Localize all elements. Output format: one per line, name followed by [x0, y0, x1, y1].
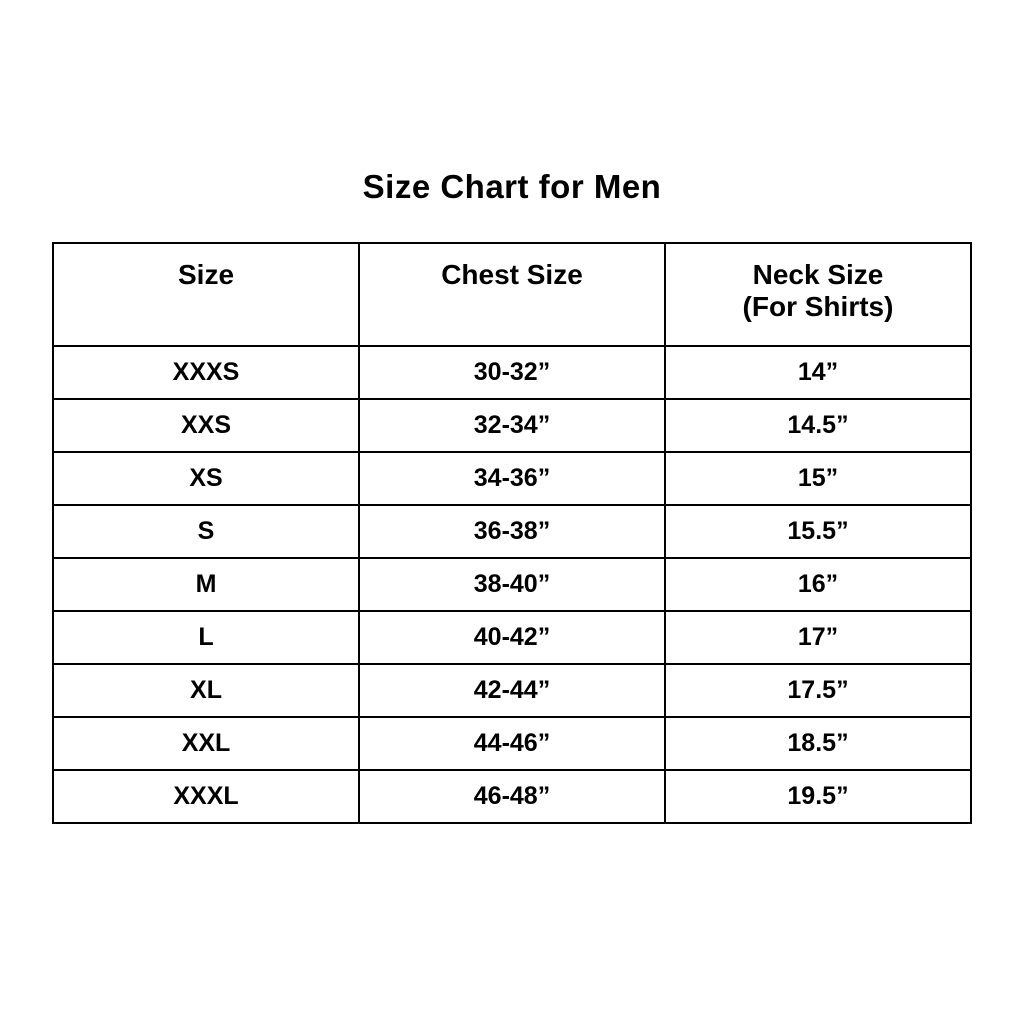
table-row: XL 42-44” 17.5”	[52, 663, 972, 718]
table-row: XXL 44-46” 18.5”	[52, 716, 972, 771]
size-cell: XXS	[52, 398, 360, 453]
table-row: M 38-40” 16”	[52, 557, 972, 612]
neck-cell: 15.5”	[664, 504, 972, 559]
size-cell: XXXS	[52, 345, 360, 400]
size-chart-table: Size Chest Size Neck Size (For Shirts) X…	[52, 242, 972, 824]
neck-cell: 15”	[664, 451, 972, 506]
chest-cell: 40-42”	[358, 610, 666, 665]
table-row: XXXS 30-32” 14”	[52, 345, 972, 400]
neck-cell: 14.5”	[664, 398, 972, 453]
chest-cell: 34-36”	[358, 451, 666, 506]
neck-cell: 19.5”	[664, 769, 972, 824]
column-header-chest-label: Chest Size	[441, 259, 583, 290]
column-header-chest: Chest Size	[358, 242, 666, 347]
column-header-size-label: Size	[177, 259, 235, 290]
size-cell: XS	[52, 451, 360, 506]
size-cell: XXL	[52, 716, 360, 771]
column-header-size: Size	[52, 242, 360, 347]
chest-cell: 30-32”	[358, 345, 666, 400]
table-row: XS 34-36” 15”	[52, 451, 972, 506]
neck-cell: 16”	[664, 557, 972, 612]
page-title: Size Chart for Men	[362, 168, 662, 205]
table-row: S 36-38” 15.5”	[52, 504, 972, 559]
table-row: L 40-42” 17”	[52, 610, 972, 665]
neck-cell: 18.5”	[664, 716, 972, 771]
column-header-neck-sublabel: (For Shirts)	[742, 291, 894, 323]
chest-cell: 36-38”	[358, 504, 666, 559]
header-row: Size Chest Size Neck Size (For Shirts)	[52, 242, 972, 347]
size-cell: L	[52, 610, 360, 665]
chest-cell: 38-40”	[358, 557, 666, 612]
column-header-neck-label: Neck Size	[752, 259, 884, 290]
neck-cell: 17”	[664, 610, 972, 665]
neck-cell: 17.5”	[664, 663, 972, 718]
size-cell: XL	[52, 663, 360, 718]
size-cell: S	[52, 504, 360, 559]
chest-cell: 32-34”	[358, 398, 666, 453]
size-cell: XXXL	[52, 769, 360, 824]
neck-cell: 14”	[664, 345, 972, 400]
table-row: XXXL 46-48” 19.5”	[52, 769, 972, 824]
table-row: XXS 32-34” 14.5”	[52, 398, 972, 453]
column-header-neck: Neck Size (For Shirts)	[664, 242, 972, 347]
size-cell: M	[52, 557, 360, 612]
chest-cell: 42-44”	[358, 663, 666, 718]
chest-cell: 46-48”	[358, 769, 666, 824]
chest-cell: 44-46”	[358, 716, 666, 771]
